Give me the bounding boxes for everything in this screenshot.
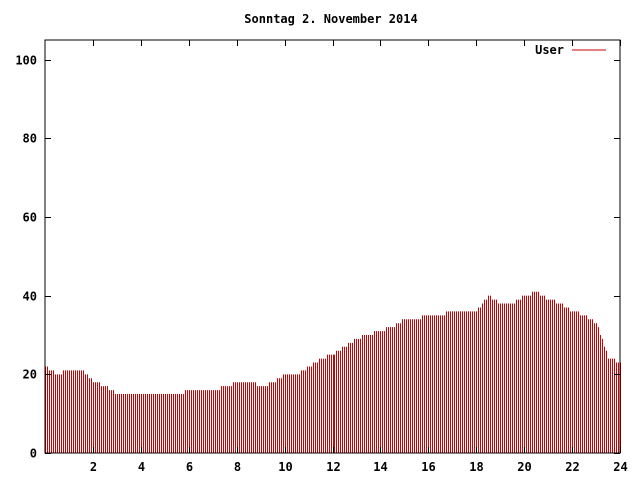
bars-layer (45, 291, 621, 453)
y-tick-label: 80 (23, 132, 37, 146)
x-tick-label: 4 (138, 460, 145, 474)
x-tick-label: 20 (517, 460, 531, 474)
x-tick-label: 16 (421, 460, 435, 474)
plot-frame (44, 39, 621, 454)
x-tick-label: 12 (326, 460, 340, 474)
y-tick-label: 0 (30, 447, 37, 461)
x-tick-label: 8 (234, 460, 241, 474)
x-tick-label: 2 (90, 460, 97, 474)
y-tick-label: 60 (23, 211, 37, 225)
x-tick-label: 14 (373, 460, 387, 474)
x-tick-label: 22 (565, 460, 579, 474)
y-tick-label: 40 (23, 290, 37, 304)
legend: User (535, 43, 606, 57)
chart-title: Sonntag 2. November 2014 (244, 12, 417, 26)
x-tick-label: 24 (613, 460, 627, 474)
legend-label-user: User (535, 43, 564, 57)
x-tick-label: 6 (186, 460, 193, 474)
x-tick-label: 10 (278, 460, 292, 474)
x-tick-label: 18 (469, 460, 483, 474)
y-tick-label: 20 (23, 368, 37, 382)
y-tick-label: 100 (15, 54, 37, 68)
